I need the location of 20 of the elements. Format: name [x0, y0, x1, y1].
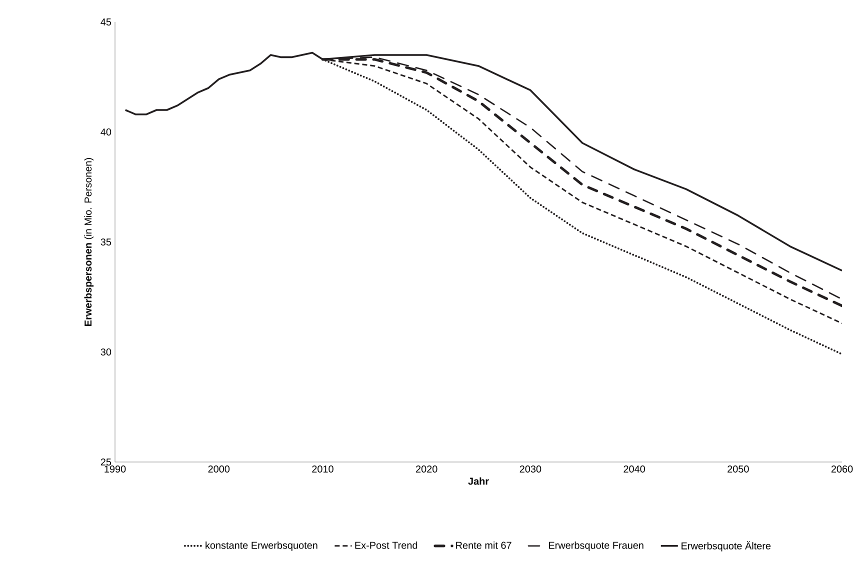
legend-label: Erwerbsquote Ältere	[682, 540, 771, 552]
x-tick-label: 2010	[312, 466, 334, 473]
legend-label: Ex-Post Trend	[355, 542, 418, 549]
x-tick-label: 2030	[520, 466, 542, 473]
y-tick-label: 35	[100, 238, 112, 246]
legend-label: Erwerbsquote Frauen	[549, 542, 644, 551]
x-tick-label: 2050	[728, 466, 749, 473]
x-tick-label: 2000	[208, 466, 230, 473]
legend-label: Rente mit 67	[456, 542, 512, 549]
x-tick-label: 2040	[624, 466, 645, 473]
y-tick-label: 45	[100, 18, 112, 26]
y-tick-label: 40	[100, 128, 112, 136]
y-tick-label: 25	[100, 458, 112, 466]
x-axis-title: Jahr	[468, 477, 489, 485]
y-tick-label: 30	[100, 348, 112, 356]
x-tick-label: 2020	[416, 466, 438, 473]
x-tick-label: 2060	[831, 466, 853, 473]
legend-label: konstante Erwerbsquoten	[206, 542, 318, 551]
y-axis-title: Erwerbspersonen (in Mio. Personen)	[84, 158, 94, 326]
x-tick-label: 1990	[104, 466, 126, 473]
